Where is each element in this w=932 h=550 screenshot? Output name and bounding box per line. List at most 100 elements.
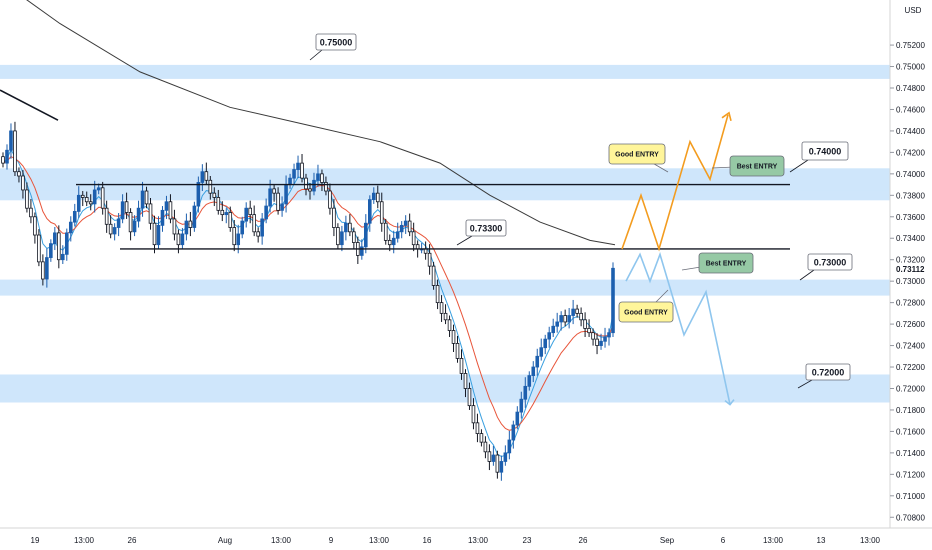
candle-body — [539, 347, 544, 357]
candle-body — [192, 205, 197, 228]
zones-layer — [0, 64, 890, 403]
candle-body — [252, 214, 256, 233]
candle-body — [443, 312, 448, 321]
candle-body — [216, 197, 221, 211]
candle-body — [411, 231, 416, 246]
candle-body — [41, 261, 45, 280]
best-entry-lower-note-label: Best ENTRY — [706, 261, 747, 268]
level-callout-74000-pointer — [789, 159, 809, 173]
candle-body — [260, 218, 264, 237]
candle-body — [603, 336, 607, 342]
level-callout-75000-label: 0.75000 — [320, 38, 353, 48]
candle-body — [228, 212, 233, 228]
candle-body — [33, 216, 37, 236]
candle-body — [364, 222, 368, 248]
candle-body — [583, 319, 587, 329]
candle-body — [184, 220, 189, 235]
candle-body — [17, 171, 21, 177]
candle-body — [499, 461, 504, 473]
y-tick-label: 0.73200 — [896, 256, 925, 265]
candle-body — [328, 190, 332, 209]
y-tick-label: 0.72400 — [896, 342, 925, 351]
level-callout-75000: 0.75000 — [309, 33, 357, 61]
candle-body — [383, 222, 388, 241]
slow-moving-average — [2, 155, 614, 431]
candle-body — [563, 315, 567, 323]
candle-body — [324, 182, 328, 192]
candle-body — [352, 231, 356, 243]
support-resistance-zone — [0, 374, 890, 403]
y-tick-label: 0.74600 — [896, 105, 925, 114]
x-tick-label: 23 — [523, 536, 532, 545]
x-tick-label: 26 — [128, 536, 137, 545]
candle-body — [531, 366, 536, 377]
good-entry-upper-note-label: Good ENTRY — [615, 152, 659, 159]
candle-body — [100, 187, 105, 209]
level-callout-72000-box — [805, 363, 851, 381]
candle-body — [431, 265, 436, 286]
candle-body — [312, 179, 316, 192]
level-callout-73000-box — [807, 253, 853, 271]
best-entry-upper-note: Best ENTRY — [711, 155, 785, 177]
candle-body — [300, 162, 304, 179]
candle-body — [403, 220, 408, 226]
candle-body — [360, 246, 364, 256]
candle-body — [224, 212, 229, 216]
candle-body — [240, 220, 245, 235]
trend-lines-layer — [76, 183, 790, 250]
bullish-arrowhead — [721, 111, 732, 122]
candle-body — [272, 188, 276, 194]
projections-layer — [621, 111, 735, 406]
level-callout-73000: 0.73000 — [799, 253, 853, 281]
candle-body — [208, 179, 213, 194]
candle-body — [172, 218, 177, 235]
level-callout-73000-label: 0.73000 — [814, 258, 847, 268]
good-entry-upper-note-box — [608, 143, 666, 165]
candle-body — [232, 227, 237, 246]
candle-body — [451, 330, 456, 344]
candle-body — [256, 231, 260, 237]
candle-body — [395, 231, 400, 239]
candle-body — [575, 308, 579, 314]
y-tick-label: 0.74800 — [896, 84, 925, 93]
best-entry-lower-note-box — [698, 252, 754, 274]
candle-body — [212, 192, 217, 198]
good-entry-lower-note-box — [618, 301, 674, 323]
candle-body — [25, 189, 29, 209]
level-callout-73300-label: 0.73300 — [470, 224, 503, 234]
candle-body — [112, 227, 117, 235]
candle-body — [591, 332, 595, 340]
y-tick-label: 0.75200 — [896, 41, 925, 50]
candle-body — [120, 201, 125, 220]
candle-body — [368, 199, 372, 224]
support-resistance-zone — [0, 190, 890, 201]
candle-body — [276, 192, 280, 211]
candle-body — [595, 338, 599, 346]
x-tick-label: 13:00 — [369, 536, 390, 545]
candle-body — [487, 451, 492, 462]
candle-body — [152, 222, 157, 246]
candle-body — [80, 194, 85, 198]
candle-body — [519, 398, 524, 413]
candle-body — [49, 243, 53, 258]
candle-body — [567, 315, 571, 323]
x-tick-label: 13:00 — [763, 536, 784, 545]
last-price-badge — [891, 263, 931, 276]
candle-body — [61, 253, 65, 261]
x-tick-label: 26 — [579, 536, 588, 545]
candle-body — [435, 285, 440, 304]
good-entry-upper-note: Good ENTRY — [608, 143, 669, 173]
y-tick-label: 0.70800 — [896, 513, 925, 522]
candle-body — [375, 192, 380, 203]
candle-body — [332, 207, 336, 228]
bearish-projection — [625, 251, 731, 405]
candle-body — [559, 315, 563, 323]
candle-body — [168, 201, 173, 220]
y-tick-label: 0.72800 — [896, 299, 925, 308]
candle-body — [164, 201, 169, 211]
bullish-projection — [621, 114, 729, 252]
good-entry-lower-note-label: Good ENTRY — [624, 310, 668, 317]
candle-body — [72, 211, 77, 223]
